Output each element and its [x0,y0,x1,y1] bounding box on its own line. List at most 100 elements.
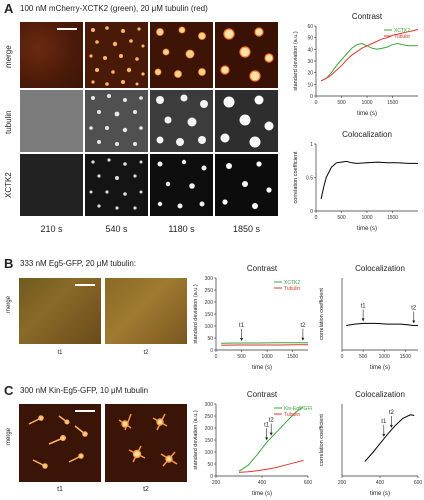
y-tick-label: 0 [310,209,313,215]
c-t2-asters [118,413,178,467]
row-label-merge-b: merge [6,295,12,313]
x-tick-label: 500 [337,215,346,221]
annotation-label: t1 [239,323,245,329]
y-tick-label: 150 [205,438,214,444]
y-tick-label: 60 [307,24,313,30]
x-axis-label: time (s) [252,491,272,497]
y-axis-label: standard deviation (a.u.) [193,284,199,343]
y-tick-label: 1 [310,142,313,148]
y-tick-label: 250 [205,414,214,420]
x-tick-label: 200 [338,480,347,486]
panel-a-header: 100 nM mCherry-XCTK2 (green), 20 μM tubu… [20,4,208,13]
y-tick-label: 50 [307,36,313,42]
y-tick-label: 0 [210,474,213,480]
micrograph-xctk2-540s [85,154,148,216]
series-line-1 [221,344,308,346]
series-line-0 [346,322,418,326]
x-tick-label: 500 [237,354,246,360]
panel-c-header: 300 nM Kin-Eg5-GFP, 10 μM tubulin [20,386,149,395]
x-tick-label: 0 [315,100,318,106]
y-tick-label: 50 [207,336,213,342]
chart-title: Colocalization [355,264,405,273]
legend-label: Tubulin [394,34,410,40]
x-tick-label: 200 [212,480,221,486]
time-label-1180s: 1180 s [168,224,195,234]
x-tick-label: 1500 [400,354,411,360]
micrograph-tubulin-1180s [150,90,213,152]
row-label-merge: merge [4,45,13,69]
series-line-0 [238,406,304,472]
annotation-label: t2 [300,323,306,329]
xctk2-1850-dots [222,161,272,209]
scale-bar [57,28,77,30]
legend-label: Tubulin [284,412,300,418]
series-line-0 [320,42,418,82]
x-tick-label: 1000 [262,354,273,360]
micrograph-xctk2-1180s [150,154,213,216]
time-label-1850s: 1850 s [232,224,261,234]
row-label-merge-c: merge [6,427,12,445]
y-axis-label: standard deviation (a.u.) [193,410,199,469]
y-tick-label: 300 [205,276,214,282]
time-label-b-t2: t2 [143,350,149,356]
chart-b-colocalization: Colocalization 0 500 1000 1500 time (s) correl… [319,264,418,371]
micrograph-merge-210s [20,22,83,88]
merge-540-dots [89,26,145,86]
y-axis-label: correlation coefficient [319,414,325,466]
annotation-arrowhead [269,432,273,436]
series-line-1 [238,459,304,473]
y-tick-label: 200 [205,426,214,432]
merge-1180-asters [154,26,206,78]
x-axis-label: time (s) [252,365,272,371]
annotation-arrowhead [301,337,305,341]
x-tick-label: 0 [215,354,218,360]
y-tick-label: 100 [205,450,214,456]
x-axis-label: time (s) [370,365,390,371]
annotation-label: t1 [264,422,270,428]
x-axis-label: time (s) [357,111,377,117]
y-tick-label: 40 [307,47,313,53]
x-tick-label: 1500 [387,100,398,106]
x-tick-label: 1000 [361,215,372,221]
annotation-label: t2 [269,418,275,424]
legend-label: Kin-Eg5-GFP [284,406,312,412]
x-tick-label: 600 [414,480,422,486]
annotation-arrowhead [412,320,416,324]
y-tick-label: 20 [307,71,313,77]
chart-c-contrast: Contrast 200 400 600 0 50 100 150 200 250 300 time … [193,390,312,497]
x-tick-label: 500 [337,100,346,106]
c-t1-filaments [28,415,88,469]
y-axis-label: correlation coefficient [319,288,325,340]
time-label-c-t1: t1 [57,486,63,493]
series-line-0 [221,342,308,344]
chart-title: Contrast [247,390,278,399]
tubulin-540-dots [89,94,143,146]
chart-title: Colocalization [342,130,392,139]
annotation-arrowhead [361,318,365,322]
chart-title: Colocalization [355,390,405,399]
chart-title: Contrast [247,264,278,273]
merge-1850-asters [220,27,274,82]
micrograph-c-t2 [105,404,187,482]
y-tick-label: 50 [207,462,213,468]
time-label-c-t2: t2 [143,486,149,493]
x-axis-label: time (s) [370,491,390,497]
legend-label: XCTK2 [284,280,300,286]
y-tick-label: 100 [205,324,214,330]
x-tick-label: 400 [258,480,267,486]
x-axis-label: time (s) [357,226,377,232]
x-tick-label: 400 [376,480,385,486]
annotation-arrowhead [265,437,269,441]
panel-letter-b: B [4,256,14,271]
y-tick-label: 200 [205,300,214,306]
x-tick-label: 0 [341,354,344,360]
chart-a-contrast: Contrast 0 500 1000 1500 0 10 20 30 40 50 60 time (s… [293,12,419,117]
chart-a-colocalization: Colocalization 0 500 1000 1500 0 0.5 1 time (s) c… [293,130,418,232]
annotation-label: t1 [361,303,367,309]
panel-letter-a: A [4,1,14,16]
y-tick-label: 300 [205,402,214,408]
x-tick-label: 500 [359,354,368,360]
chart-b-contrast: Contrast 0 500 1000 1500 0 50 100 150 200 250 300 ti… [193,264,308,371]
x-tick-label: 1000 [379,354,390,360]
xctk2-1180-dots [157,159,207,209]
